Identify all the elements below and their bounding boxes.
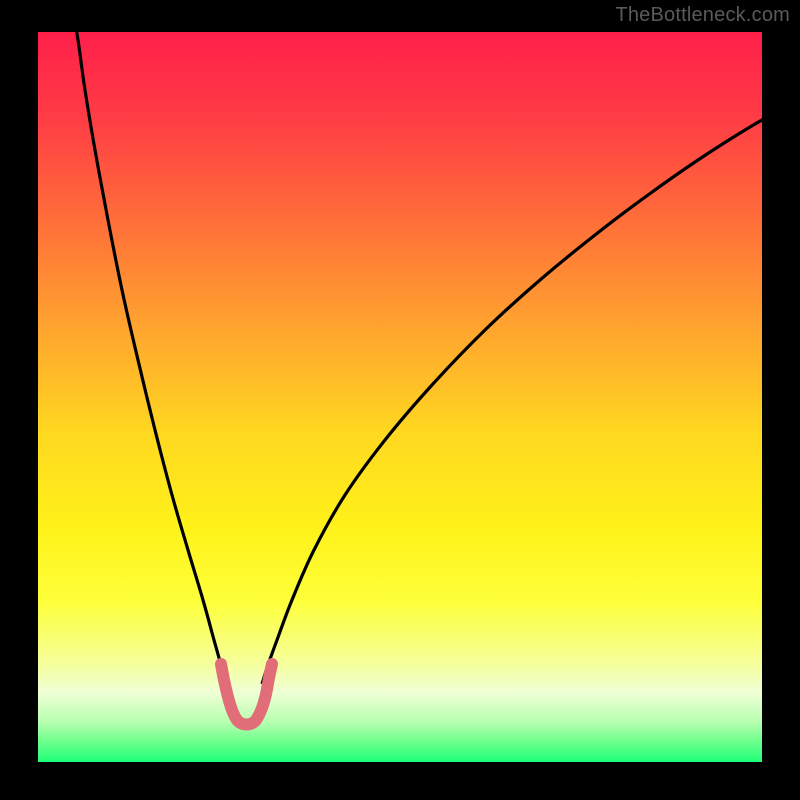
watermark-text: TheBottleneck.com [615,4,790,27]
chart-container: TheBottleneck.com [0,0,800,800]
curve-right-black [262,105,788,684]
curve-overlay [0,0,800,800]
curve-bottom-pink [221,664,272,725]
curve-left-black [72,5,226,684]
